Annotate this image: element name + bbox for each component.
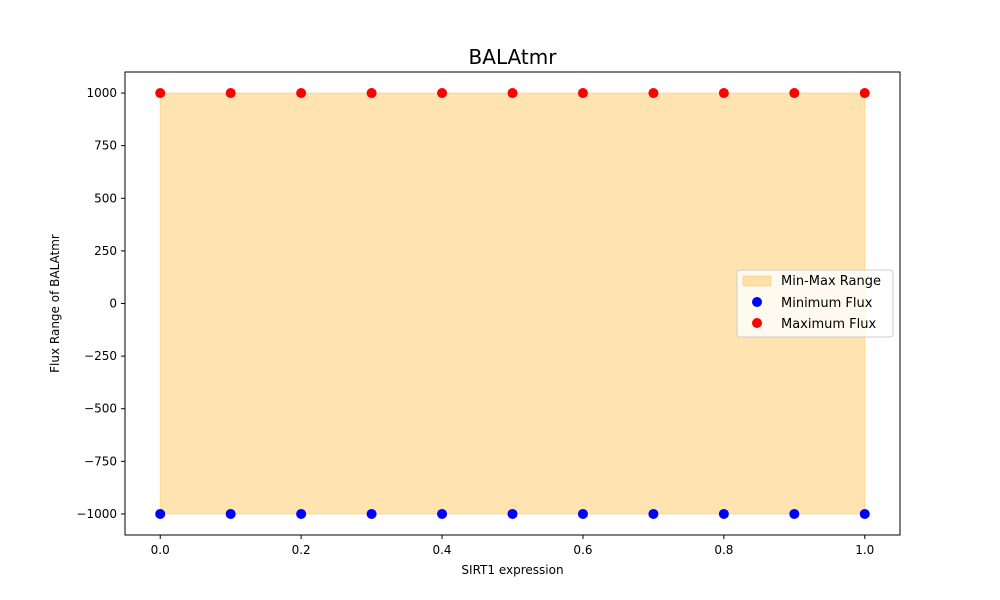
y-tick-label: −250: [84, 349, 117, 363]
minimum-flux-point: [718, 508, 729, 519]
maximum-flux-point: [225, 88, 236, 99]
y-tick-label: 250: [94, 244, 117, 258]
x-tick-label: 0.0: [151, 543, 170, 557]
minimum-flux-point: [225, 508, 236, 519]
legend-box: [736, 269, 894, 338]
minimum-flux-point: [366, 508, 377, 519]
y-tick-label: 1000: [86, 86, 117, 100]
minimum-flux-point: [577, 508, 588, 519]
minimum-flux-point: [507, 508, 518, 519]
legend-swatch-min-max-range: [742, 275, 772, 287]
legend-marker-maximum-flux: [752, 318, 762, 328]
minimum-flux-point: [648, 508, 659, 519]
maximum-flux-point: [577, 88, 588, 99]
maximum-flux-point: [648, 88, 659, 99]
x-tick-label: 0.8: [714, 543, 733, 557]
y-tick-label: 500: [94, 191, 117, 205]
maximum-flux-point: [155, 88, 166, 99]
legend-marker-minimum-flux: [752, 297, 762, 307]
x-axis-ticks: 0.0 0.2 0.4 0.6 0.8 1.0: [151, 535, 874, 557]
maximum-flux-point: [507, 88, 518, 99]
y-tick-label: 750: [94, 139, 117, 153]
minimum-flux-point: [296, 508, 307, 519]
minimum-flux-point: [155, 508, 166, 519]
x-tick-label: 0.4: [432, 543, 451, 557]
x-axis-label: SIRT1 expression: [461, 563, 563, 577]
maximum-flux-point: [859, 88, 870, 99]
y-tick-label: −750: [84, 454, 117, 468]
x-tick-label: 0.6: [573, 543, 592, 557]
y-axis-label: Flux Range of BALAtmr: [48, 234, 62, 373]
y-tick-label: 0: [109, 297, 117, 311]
x-tick-label: 1.0: [855, 543, 874, 557]
legend-label-maximum-flux: Maximum Flux: [781, 317, 877, 332]
maximum-flux-point: [437, 88, 448, 99]
legend-label-min-max-range: Min-Max Range: [781, 274, 881, 289]
maximum-flux-point: [366, 88, 377, 99]
points-layer: [155, 88, 870, 519]
maximum-flux-point: [718, 88, 729, 99]
y-tick-label: −500: [84, 402, 117, 416]
y-tick-label: −1000: [76, 507, 117, 521]
maximum-flux-point: [789, 88, 800, 99]
minimum-flux-point: [437, 508, 448, 519]
y-axis-ticks: −1000 −750 −500 −250 0 250 500 750 1000: [76, 86, 125, 521]
x-tick-label: 0.2: [292, 543, 311, 557]
chart-title: BALAtmr: [469, 45, 558, 69]
minimum-flux-point: [859, 508, 870, 519]
minimum-flux-point: [789, 508, 800, 519]
legend: Min-Max Range Minimum Flux Maximum Flux: [736, 269, 894, 338]
maximum-flux-point: [296, 88, 307, 99]
legend-label-minimum-flux: Minimum Flux: [781, 296, 873, 311]
